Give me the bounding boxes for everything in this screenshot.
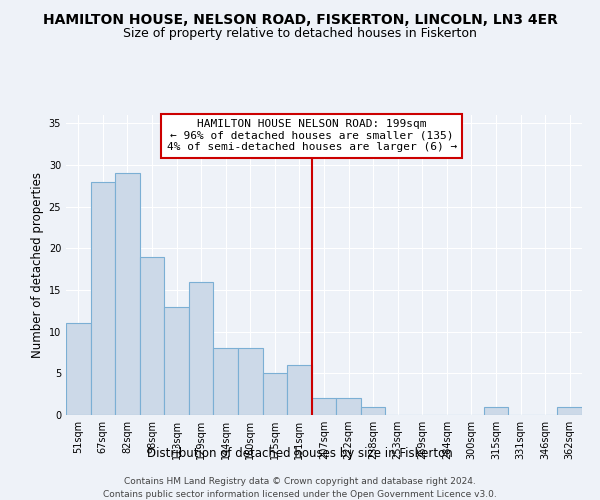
Text: Size of property relative to detached houses in Fiskerton: Size of property relative to detached ho… — [123, 28, 477, 40]
Bar — [263, 374, 287, 415]
Bar — [361, 406, 385, 415]
Bar — [287, 365, 312, 415]
Bar — [557, 406, 582, 415]
Bar — [484, 406, 508, 415]
Bar — [336, 398, 361, 415]
Bar — [164, 306, 189, 415]
Bar — [312, 398, 336, 415]
Bar — [115, 174, 140, 415]
Bar — [140, 256, 164, 415]
Text: Contains public sector information licensed under the Open Government Licence v3: Contains public sector information licen… — [103, 490, 497, 499]
Text: Distribution of detached houses by size in Fiskerton: Distribution of detached houses by size … — [147, 448, 453, 460]
Text: HAMILTON HOUSE NELSON ROAD: 199sqm
← 96% of detached houses are smaller (135)
4%: HAMILTON HOUSE NELSON ROAD: 199sqm ← 96%… — [167, 119, 457, 152]
Y-axis label: Number of detached properties: Number of detached properties — [31, 172, 44, 358]
Text: Contains HM Land Registry data © Crown copyright and database right 2024.: Contains HM Land Registry data © Crown c… — [124, 478, 476, 486]
Bar — [214, 348, 238, 415]
Bar — [91, 182, 115, 415]
Bar — [66, 324, 91, 415]
Bar — [189, 282, 214, 415]
Bar — [238, 348, 263, 415]
Text: HAMILTON HOUSE, NELSON ROAD, FISKERTON, LINCOLN, LN3 4ER: HAMILTON HOUSE, NELSON ROAD, FISKERTON, … — [43, 12, 557, 26]
